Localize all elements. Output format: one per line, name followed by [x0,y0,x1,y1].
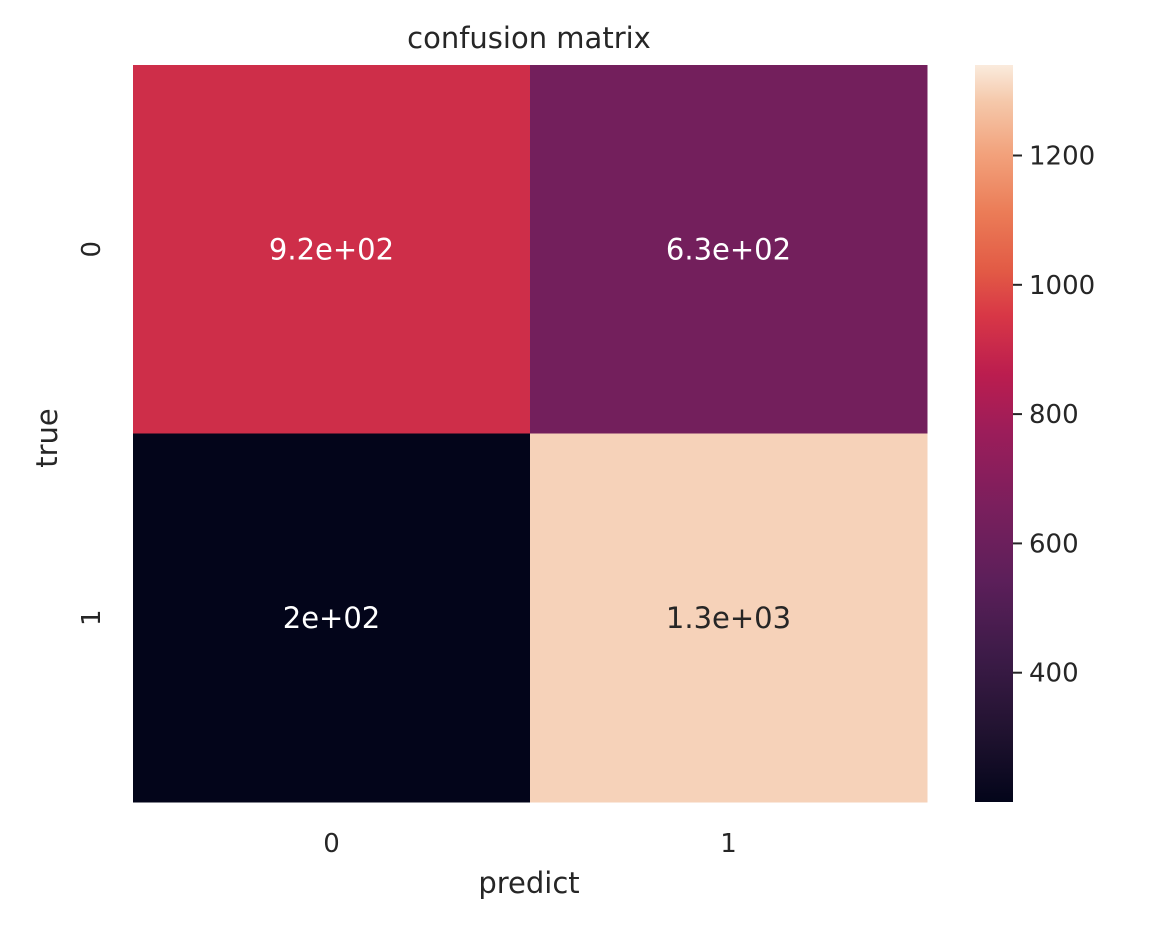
colorbar-tick-label-1200: 1200 [1029,142,1095,172]
heatmap-cells [133,65,928,803]
colorbar-tick-label-1000: 1000 [1029,271,1095,301]
y-tick-label-0: 0 [77,241,107,258]
x-tick-label-0: 0 [323,829,340,859]
colorbar [975,65,1013,802]
chart-title: confusion matrix [407,21,651,55]
x-axis-label: predict [478,866,579,900]
cell-annotation-0-0: 9.2e+02 [269,232,394,266]
y-tick-label-1: 1 [77,609,107,626]
x-tick-label-1: 1 [720,829,737,859]
heatmap-cell-1-0 [133,433,531,803]
colorbar-tick-label-400: 400 [1029,659,1079,689]
heatmap-cell-0-0 [133,65,531,434]
cell-annotations: 9.2e+02 6.3e+02 2e+02 1.3e+03 [269,232,791,635]
colorbar-tick-label-800: 800 [1029,400,1079,430]
cell-annotation-1-1: 1.3e+03 [666,601,791,635]
cell-annotation-0-1: 6.3e+02 [666,232,791,266]
heatmap-cell-1-1 [530,433,928,803]
colorbar-ticks: 400 600 800 1000 1200 [1013,142,1095,689]
y-axis-label: true [30,408,64,468]
heatmap-cell-0-1 [530,65,928,434]
cell-annotation-1-0: 2e+02 [283,601,381,635]
colorbar-tick-label-600: 600 [1029,529,1079,559]
y-axis-ticks: 01 [77,241,107,626]
